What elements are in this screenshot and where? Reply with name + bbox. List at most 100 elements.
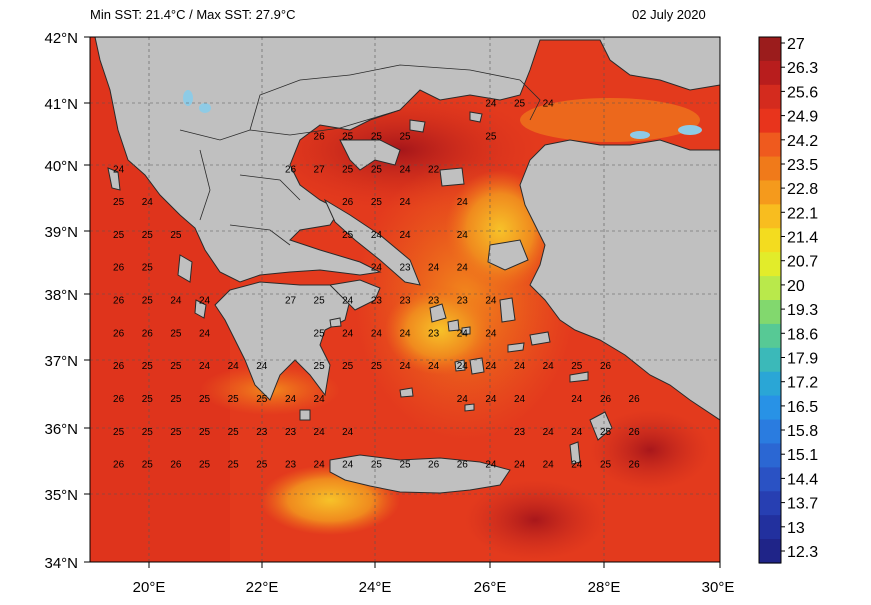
colorbar-label: 22.8 — [787, 181, 818, 198]
lon-label-22: 22°E — [246, 579, 279, 596]
sst-value-label: 26 — [113, 328, 125, 339]
sst-value-label: 25 — [113, 197, 125, 208]
sst-value-label: 24 — [199, 361, 211, 372]
sst-value-label: 24 — [457, 394, 469, 405]
sst-value-label: 25 — [170, 427, 182, 438]
colorbar-label: 22.1 — [787, 205, 818, 222]
sst-value-label: 25 — [314, 361, 326, 372]
colorbar-swatch — [759, 443, 781, 468]
sst-value-label: 24 — [199, 296, 211, 307]
sst-value-label: 25 — [142, 263, 154, 274]
colorbar-swatch — [759, 204, 781, 229]
colorbar-frame — [758, 36, 782, 564]
lat-label-35: 35°N — [44, 487, 78, 504]
sst-value-label: 26 — [113, 263, 125, 274]
sst-value-label: 26 — [113, 460, 125, 471]
sst-value-label: 25 — [142, 427, 154, 438]
sst-value-label: 24 — [514, 361, 526, 372]
colorbar: 27 26.3 25.6 24.9 24.2 23.5 22.8 22.1 21.4 20.7 20… — [758, 36, 818, 564]
milos — [399, 387, 414, 398]
sst-value-label: 25 — [371, 361, 383, 372]
sst-value-label: 25 — [314, 328, 326, 339]
lake-manyas — [630, 131, 650, 139]
samothrace — [469, 111, 483, 123]
sst-value-label: 26 — [285, 164, 297, 175]
colorbar-swatch — [759, 156, 781, 182]
tinos — [447, 319, 460, 332]
sst-value-label: 25 — [113, 427, 125, 438]
colorbar-label: 12.3 — [787, 544, 818, 561]
sst-value-label: 25 — [199, 394, 211, 405]
sst-value-label: 24 — [399, 197, 411, 208]
sst-value-label: 25 — [342, 131, 354, 142]
sst-value-label: 25 — [600, 460, 612, 471]
colorbar-label: 16.5 — [787, 399, 818, 416]
colorbar-swatch — [759, 276, 781, 301]
sst-value-label: 25 — [142, 460, 154, 471]
sst-value-label: 26 — [113, 361, 125, 372]
sst-value-label: 24 — [371, 263, 383, 274]
sst-value-label: 25 — [342, 164, 354, 175]
sst-value-label: 24 — [399, 164, 411, 175]
colorbar-label: 21.4 — [787, 230, 818, 247]
sst-value-label: 24 — [113, 164, 125, 175]
sst-value-label: 26 — [314, 131, 326, 142]
sst-value-label: 25 — [342, 361, 354, 372]
sst-value-label: 24 — [314, 427, 326, 438]
sst-value-label: 26 — [170, 460, 182, 471]
lake-ohrid — [183, 90, 193, 106]
attica — [328, 279, 381, 311]
anatolia — [519, 139, 720, 421]
sst-value-label: 25 — [314, 296, 326, 307]
sst-value-label: 25 — [485, 131, 497, 142]
sst-value-label: 23 — [514, 427, 526, 438]
sst-value-label: 24 — [342, 328, 354, 339]
colorbar-label: 25.6 — [787, 84, 818, 101]
map-border — [89, 36, 721, 563]
sst-value-label: 24 — [342, 296, 354, 307]
sst-value-label: 24 — [457, 263, 469, 274]
sst-value-label: 24 — [428, 263, 440, 274]
sst-value-label: 26 — [113, 296, 125, 307]
sst-value-label: 26 — [629, 394, 641, 405]
kythira — [299, 409, 311, 421]
colorbar-swatch — [759, 347, 781, 373]
ikaria — [507, 342, 525, 353]
sst-value-label: 25 — [571, 361, 583, 372]
sst-value-label: 25 — [342, 230, 354, 241]
sst-value-label: 24 — [485, 394, 497, 405]
sst-value-label: 26 — [629, 427, 641, 438]
sst-value-label: 23 — [428, 328, 440, 339]
sst-value-label: 24 — [543, 361, 555, 372]
sst-value-label: 24 — [428, 361, 440, 372]
andros — [429, 303, 447, 323]
colorbar-swatch — [759, 228, 781, 253]
lat-label-36: 36°N — [44, 421, 78, 438]
sst-value-label: 27 — [314, 164, 326, 175]
sst-value-label: 26 — [342, 197, 354, 208]
lon-label-24: 24°E — [359, 579, 392, 596]
sst-value-label: 24 — [485, 99, 497, 110]
sst-value-label: 23 — [256, 427, 268, 438]
latitude-axis: 42°N 41°N 40°N 39°N 38°N 37°N 36°N 35°N … — [44, 30, 90, 572]
colorbar-label: 24.2 — [787, 133, 818, 150]
sst-value-label: 24 — [371, 230, 383, 241]
levantine-warm — [590, 410, 710, 490]
sst-value-label: 25 — [371, 131, 383, 142]
sst-value-label: 26 — [428, 460, 440, 471]
sst-value-label: 23 — [399, 296, 411, 307]
colorbar-label: 24.9 — [787, 109, 818, 126]
lon-label-26: 26°E — [474, 579, 507, 596]
lat-label-38: 38°N — [44, 287, 78, 304]
sst-value-label: 25 — [371, 197, 383, 208]
sst-value-label: 24 — [314, 460, 326, 471]
sst-value-label: 25 — [256, 460, 268, 471]
colorbar-label: 17.2 — [787, 375, 818, 392]
sst-value-label: 23 — [371, 296, 383, 307]
sst-value-label: 24 — [514, 394, 526, 405]
sst-value-label: 24 — [314, 394, 326, 405]
sst-value-label: 27 — [285, 296, 297, 307]
sst-value-label: 24 — [543, 427, 555, 438]
sst-value-label: 23 — [285, 460, 297, 471]
karpathos — [569, 441, 581, 465]
